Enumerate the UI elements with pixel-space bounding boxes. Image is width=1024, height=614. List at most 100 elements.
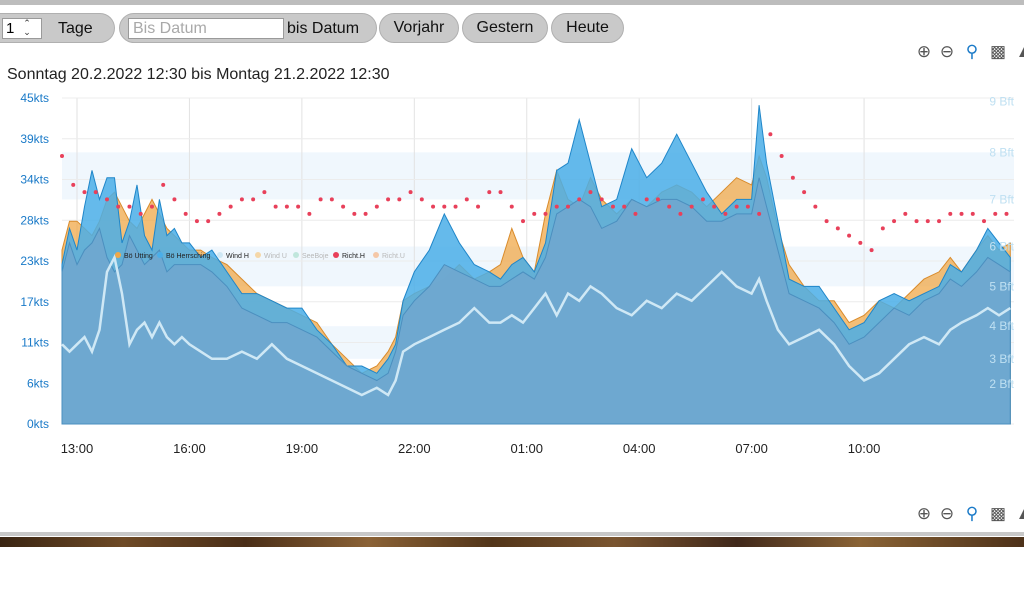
today-button[interactable]: Heute: [551, 13, 624, 43]
richt-h-point: [543, 211, 548, 216]
richt-h-point: [633, 211, 638, 216]
richt-h-point: [723, 211, 728, 216]
richt-h-point: [880, 226, 885, 231]
richt-h-point: [959, 211, 964, 216]
richt-h-point: [431, 204, 436, 209]
richt-h-point: [442, 204, 447, 209]
y-axis-label: 39kts: [20, 132, 49, 146]
zoom-out-icon[interactable]: ⊖: [939, 504, 955, 523]
richt-h-point: [329, 197, 334, 202]
richt-h-point: [610, 204, 615, 209]
date-input[interactable]: [128, 18, 284, 39]
richt-h-point: [386, 197, 391, 202]
days-input[interactable]: [2, 18, 42, 39]
richt-h-point: [183, 211, 188, 216]
richt-h-point: [509, 204, 514, 209]
bft-label: 8 Bft: [989, 145, 1014, 159]
zoom-in-icon[interactable]: ⊕: [916, 504, 932, 523]
richt-h-point: [93, 190, 98, 195]
bft-label: 2 Bft: [989, 377, 1014, 391]
richt-h-point: [993, 211, 998, 216]
richt-h-point: [824, 219, 829, 224]
x-axis-label: 07:00: [735, 441, 768, 456]
legend-item: Bö Utting: [124, 253, 153, 260]
richt-h-point: [667, 204, 672, 209]
richt-h-point: [296, 204, 301, 209]
legend-item: SeeBoje: [302, 253, 329, 260]
richt-h-point: [734, 204, 739, 209]
bft-label: 5 Bft: [989, 279, 1014, 293]
richt-h-point: [892, 219, 897, 224]
richt-h-point: [464, 197, 469, 202]
richt-h-point: [476, 204, 481, 209]
richt-h-point: [239, 197, 244, 202]
richt-h-point: [217, 211, 222, 216]
print-icon[interactable]: ▩: [989, 504, 1007, 523]
x-axis-label: 04:00: [623, 441, 656, 456]
yesterday-button[interactable]: Gestern: [462, 13, 548, 43]
richt-h-point: [925, 219, 930, 224]
y-axis-label: 6kts: [27, 376, 49, 390]
bft-label: 9 Bft: [989, 95, 1014, 109]
date-submit-button[interactable]: bis Datum: [287, 20, 360, 37]
richt-h-point: [251, 197, 256, 202]
richt-h-point: [453, 204, 458, 209]
richt-h-point: [363, 211, 368, 216]
richt-h-point: [802, 190, 807, 195]
zoom-in-icon[interactable]: ⊕: [916, 42, 932, 61]
magnifier-icon[interactable]: ⚲: [965, 42, 979, 61]
x-axis-label: 16:00: [173, 441, 206, 456]
richt-h-point: [689, 204, 694, 209]
magnifier-icon[interactable]: ⚲: [965, 504, 979, 523]
x-axis-label: 22:00: [398, 441, 431, 456]
export-icon[interactable]: ▲: [1015, 504, 1024, 523]
richt-h-point: [487, 190, 492, 195]
richt-h-point: [228, 204, 233, 209]
richt-h-point: [577, 197, 582, 202]
legend-item: Wind H: [226, 253, 249, 260]
x-axis-label: 10:00: [848, 441, 881, 456]
richt-h-point: [408, 190, 413, 195]
x-axis-label: 19:00: [286, 441, 319, 456]
export-icon[interactable]: ▲: [1015, 42, 1024, 61]
richt-h-point: [678, 211, 683, 216]
richt-h-point: [307, 211, 312, 216]
richt-h-point: [127, 204, 132, 209]
richt-h-point: [161, 182, 166, 187]
richt-h-point: [768, 132, 773, 137]
richt-h-point: [970, 211, 975, 216]
richt-h-point: [397, 197, 402, 202]
richt-h-point: [82, 190, 87, 195]
range-controls: ⌃⌄ Tage bis Datum Vorjahr Gestern Heute: [0, 13, 1024, 43]
richt-h-point: [847, 233, 852, 238]
richt-h-point: [835, 226, 840, 231]
beaufort-band: [62, 152, 1014, 200]
richt-h-point: [813, 204, 818, 209]
legend-marker: [217, 252, 223, 258]
richt-h-point: [644, 197, 649, 202]
richt-h-point: [948, 211, 953, 216]
y-axis-label: 45kts: [20, 91, 49, 105]
previous-year-button[interactable]: Vorjahr: [379, 13, 459, 43]
richt-h-point: [779, 153, 784, 158]
richt-h-point: [532, 211, 537, 216]
richt-h-point: [914, 219, 919, 224]
richt-h-point: [700, 197, 705, 202]
legend-marker: [333, 252, 339, 258]
richt-h-point: [104, 197, 109, 202]
date-control: bis Datum: [119, 13, 377, 43]
richt-h-point: [172, 197, 177, 202]
richt-h-point: [554, 204, 559, 209]
richt-h-point: [341, 204, 346, 209]
series-wind-h-area: [61, 177, 1011, 425]
print-icon[interactable]: ▩: [989, 42, 1007, 61]
x-axis-label: 01:00: [510, 441, 543, 456]
richt-h-point: [712, 204, 717, 209]
days-stepper[interactable]: ⌃ ⌄: [23, 18, 31, 37]
richt-h-point: [273, 204, 278, 209]
richt-h-point: [1004, 211, 1009, 216]
richt-h-point: [206, 219, 211, 224]
zoom-out-icon[interactable]: ⊖: [939, 42, 955, 61]
richt-h-point: [903, 211, 908, 216]
top-border: [0, 0, 1024, 5]
